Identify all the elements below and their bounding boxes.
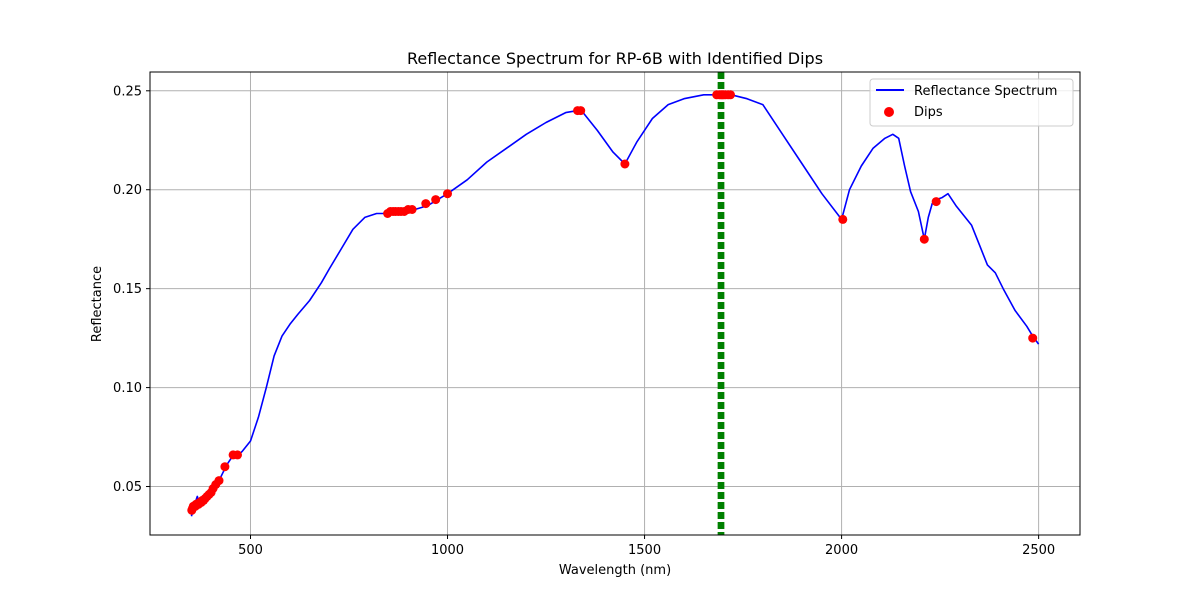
legend-label-dips: Dips bbox=[914, 105, 943, 120]
y-tick-label: 0.20 bbox=[113, 183, 142, 198]
x-tick-label: 2500 bbox=[1022, 543, 1055, 558]
dip-point bbox=[919, 234, 929, 244]
legend: Reflectance Spectrum Dips bbox=[869, 78, 1074, 127]
dip-point bbox=[576, 106, 586, 116]
dip-point bbox=[220, 462, 230, 472]
y-tick-label: 0.05 bbox=[113, 480, 142, 495]
legend-label-spectrum: Reflectance Spectrum bbox=[914, 84, 1057, 99]
dip-point bbox=[620, 159, 630, 169]
y-tick-label: 0.10 bbox=[113, 381, 142, 396]
x-tick-label: 500 bbox=[238, 543, 263, 558]
dip-point bbox=[407, 205, 417, 214]
dip-point bbox=[726, 90, 735, 100]
plot-frame bbox=[149, 71, 1081, 536]
x-axis: 500 1000 1500 2000 2500 bbox=[238, 535, 1055, 558]
dip-point bbox=[233, 450, 242, 460]
y-tick-label: 0.15 bbox=[113, 282, 142, 297]
dip-point bbox=[431, 195, 441, 205]
y-axis: 0.05 0.10 0.15 0.20 0.25 bbox=[113, 84, 150, 495]
series-layer bbox=[187, 90, 1040, 517]
dip-point bbox=[838, 214, 848, 224]
dip-point bbox=[1028, 333, 1038, 343]
vline-layer bbox=[717, 72, 725, 535]
dip-point bbox=[421, 199, 431, 209]
x-tick-label: 2000 bbox=[825, 543, 858, 558]
dip-point bbox=[214, 476, 224, 486]
legend-box bbox=[869, 78, 1074, 127]
dip-point bbox=[443, 189, 452, 199]
y-axis-label: Reflectance bbox=[90, 266, 105, 342]
chart-title: Reflectance Spectrum for RP-6B with Iden… bbox=[407, 49, 823, 68]
y-tick-label: 0.25 bbox=[113, 84, 142, 99]
x-tick-label: 1000 bbox=[431, 543, 464, 558]
dip-point bbox=[931, 197, 941, 207]
x-tick-label: 1500 bbox=[628, 543, 661, 558]
x-axis-label: Wavelength (nm) bbox=[559, 563, 671, 578]
legend-dot-swatch bbox=[884, 107, 894, 117]
